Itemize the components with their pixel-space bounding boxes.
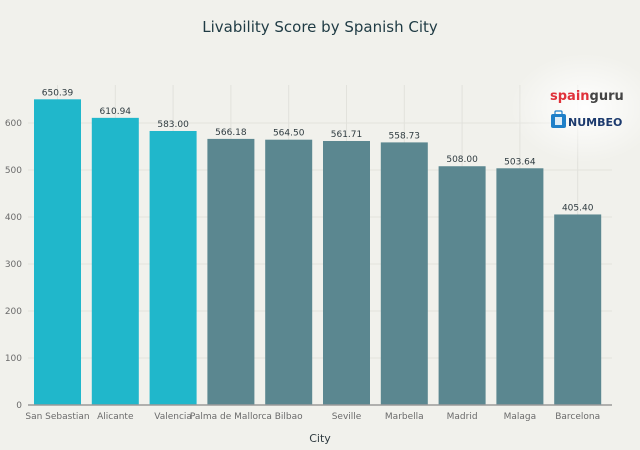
y-tick-label: 200 bbox=[5, 307, 22, 317]
x-tick-label: Madrid bbox=[447, 412, 478, 422]
numbeo-text: NUMBEO bbox=[568, 116, 622, 129]
numbeo-logo: NUMBEO bbox=[551, 110, 622, 129]
svg-text:spainguru: spainguru bbox=[550, 89, 624, 104]
logo-glow bbox=[510, 53, 640, 163]
x-tick-label: Seville bbox=[332, 412, 362, 422]
data-label: 650.39 bbox=[42, 88, 74, 98]
bar bbox=[207, 138, 255, 406]
x-tick-label: Palma de Mallorca bbox=[190, 412, 272, 422]
data-label: 558.73 bbox=[389, 131, 421, 141]
y-tick-label: 400 bbox=[5, 213, 22, 223]
data-label: 503.64 bbox=[504, 157, 536, 167]
numbeo-inner-icon bbox=[555, 117, 562, 125]
bar bbox=[438, 166, 486, 405]
bars bbox=[34, 99, 602, 406]
numbeo-handle-icon bbox=[554, 110, 563, 116]
data-label: 508.00 bbox=[446, 155, 478, 165]
bar bbox=[91, 117, 139, 405]
data-labels: 650.39 610.94 583.00 566.18 564.50 561.71 558.… bbox=[42, 88, 594, 213]
y-tick-label: 600 bbox=[5, 119, 22, 129]
bar bbox=[496, 168, 544, 405]
y-tick-label: 100 bbox=[5, 354, 22, 364]
spainguru-logo: spainguru bbox=[550, 89, 624, 104]
x-tick-label: San Sebastian bbox=[25, 412, 89, 422]
data-label: 564.50 bbox=[273, 129, 305, 139]
chart-title: Livability Score by Spanish City bbox=[202, 18, 438, 36]
x-tick-label: Bilbao bbox=[275, 412, 303, 422]
bar bbox=[34, 99, 81, 405]
data-label: 610.94 bbox=[100, 107, 132, 117]
x-tick-label: Malaga bbox=[504, 412, 537, 422]
x-axis-title: City bbox=[309, 432, 331, 445]
y-tick-label: 500 bbox=[5, 166, 22, 176]
y-tick-label: 300 bbox=[5, 260, 22, 270]
bar bbox=[380, 142, 428, 405]
data-label: 561.71 bbox=[331, 130, 363, 140]
x-tick-label: Valencia bbox=[154, 412, 192, 422]
x-tick-label: Marbella bbox=[385, 412, 424, 422]
data-label: 583.00 bbox=[157, 120, 189, 130]
spainguru-part2: guru bbox=[590, 89, 624, 104]
y-axis-ticks: 0 100 200 300 400 500 600 bbox=[5, 119, 22, 411]
bar bbox=[323, 140, 370, 405]
bar bbox=[149, 130, 197, 406]
bar bbox=[265, 139, 313, 405]
data-label: 566.18 bbox=[215, 128, 247, 138]
bar bbox=[554, 214, 602, 405]
data-label: 405.40 bbox=[562, 203, 594, 213]
spainguru-part1: spain bbox=[550, 89, 590, 104]
x-tick-label: Alicante bbox=[97, 412, 134, 422]
y-tick-label: 0 bbox=[16, 401, 22, 411]
x-tick-label: Barcelona bbox=[555, 412, 600, 422]
